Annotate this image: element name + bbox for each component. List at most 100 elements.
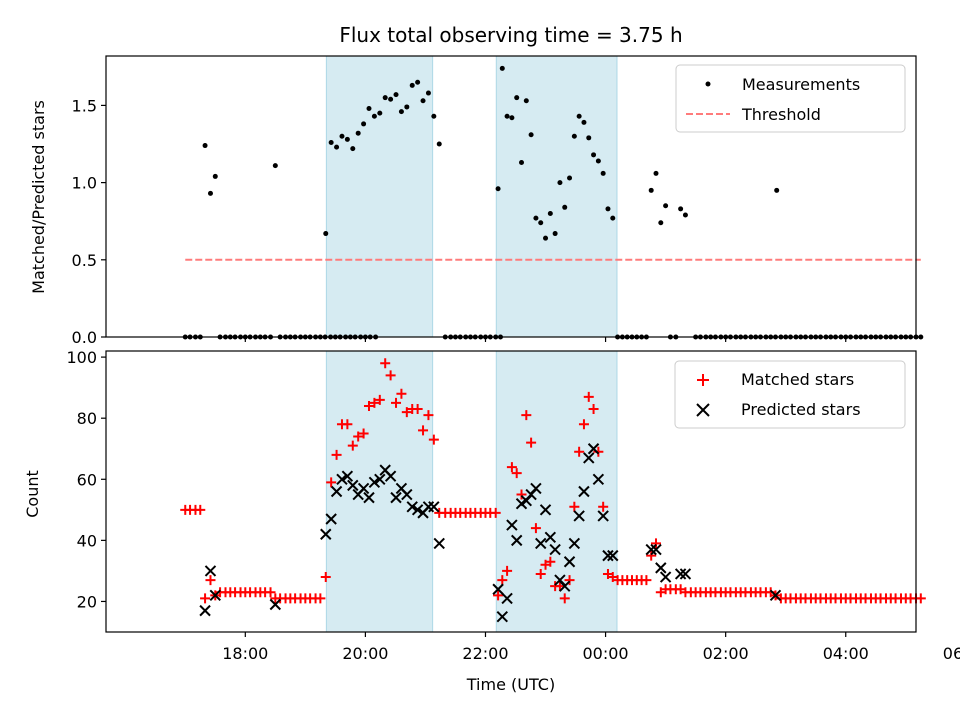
matched-star-point [363, 400, 374, 411]
matched-star-point [598, 501, 609, 512]
x-tick-label: 06:00 [943, 644, 960, 663]
measurement-point [420, 98, 426, 104]
measurement-point [581, 119, 587, 125]
bottom-y-tick-label: 80 [77, 409, 97, 428]
matched-star-point [502, 565, 513, 576]
predicted-star-point [347, 479, 359, 492]
predicted-star-point [401, 488, 413, 501]
matched-star-point [326, 477, 337, 488]
top-y-axis-label: Matched/Predicted stars [29, 100, 48, 294]
predicted-star-point [655, 562, 667, 574]
measurement-point [344, 136, 350, 142]
legend-measurements-label: Measurements [742, 75, 860, 94]
matched-star-point [564, 575, 575, 586]
measurement-point [495, 186, 501, 192]
matched-star-point [315, 593, 326, 604]
measurement-point [377, 110, 383, 116]
measurement-point [653, 170, 659, 176]
predicted-star-point [428, 501, 440, 513]
measurement-point [398, 109, 404, 115]
predicted-star-point [583, 452, 595, 464]
matched-star-point [396, 388, 407, 399]
matched-star-point [497, 575, 508, 586]
predicted-star-point [549, 543, 561, 556]
measurement-point [543, 235, 549, 241]
matched-star-point [265, 587, 276, 598]
x-tick-label: 04:00 [823, 644, 869, 663]
predicted-star-point [411, 504, 424, 516]
predicted-star-point [587, 443, 600, 455]
predicted-star-point [363, 491, 375, 504]
legend-matched-marker [697, 374, 709, 386]
measurement-point [557, 180, 563, 186]
matched-star-point [347, 440, 358, 451]
matched-star-point [569, 501, 580, 512]
legend-predicted-marker [696, 403, 710, 417]
measurement-point [509, 115, 515, 121]
x-tick-label: 18:00 [222, 644, 268, 663]
measurement-point [393, 92, 399, 98]
matched-star-point [385, 370, 396, 381]
predicted-star-point [530, 482, 542, 495]
matched-star-point [401, 407, 412, 418]
predicted-star-point [539, 504, 552, 516]
predicted-star-point [209, 589, 221, 602]
predicted-star-point [506, 519, 518, 531]
matched-star-point [369, 397, 380, 408]
predicted-star-point [674, 568, 687, 580]
predicted-star-point [390, 491, 402, 504]
measurement-point [538, 220, 544, 226]
measurement-point [678, 206, 684, 212]
measurement-point [600, 170, 606, 176]
measurement-point [547, 210, 553, 216]
observing-window-1 [325, 55, 434, 338]
x-tick-label: 02:00 [703, 644, 749, 663]
predicted-star-point [325, 513, 337, 525]
matched-star-point [493, 590, 504, 601]
bottom-y-axis-label: Count [23, 470, 42, 518]
measurements-series [182, 65, 924, 340]
observing-window-1 [325, 350, 434, 633]
predicted-star-point [645, 543, 657, 556]
measurement-point [528, 132, 534, 138]
bottom-legend-box [674, 360, 906, 429]
predicted-star-point [492, 583, 504, 595]
measurement-point [382, 95, 388, 101]
matched-star-point [516, 489, 527, 500]
measurement-point [610, 215, 616, 221]
measurement-point [334, 144, 340, 150]
predicted-star-point [679, 568, 692, 580]
measurement-point [207, 190, 213, 196]
matched-star-point [554, 581, 565, 592]
measurement-point [272, 163, 278, 169]
bottom-x-ticks: 18:00 20:00 22:00 00:00 02:00 04:00 06:00 [222, 632, 960, 663]
legend-matched-label: Matched stars [741, 370, 854, 389]
observing-window-2 [495, 55, 618, 338]
matched-star-point [915, 593, 926, 604]
measurement-point [339, 133, 345, 139]
bottom-y-tick-label: 60 [77, 470, 97, 489]
bottom-y-tick-label: 20 [77, 592, 97, 611]
predicted-star-point [501, 592, 513, 605]
predicted-star-point [496, 611, 509, 623]
matched-star-point [374, 394, 385, 405]
matched-star-point [526, 437, 537, 448]
matched-star-point [593, 446, 604, 457]
matched-star-point [358, 428, 369, 439]
measurement-point [366, 105, 372, 111]
predicted-star-point [592, 473, 605, 485]
measurement-point [658, 220, 664, 226]
predicted-star-point [330, 485, 343, 498]
measurement-point [576, 113, 582, 119]
top-x-ticks [244, 337, 847, 342]
measurement-point [663, 203, 669, 209]
x-tick-label: 22:00 [462, 644, 508, 663]
measurement-point [499, 65, 505, 71]
measurement-point [682, 212, 688, 218]
legend-threshold-label: Threshold [741, 105, 821, 124]
predicted-star-point [384, 470, 397, 482]
predicted-star-point [573, 510, 585, 522]
measurement-point [523, 98, 529, 104]
matched-star-point [200, 593, 211, 604]
